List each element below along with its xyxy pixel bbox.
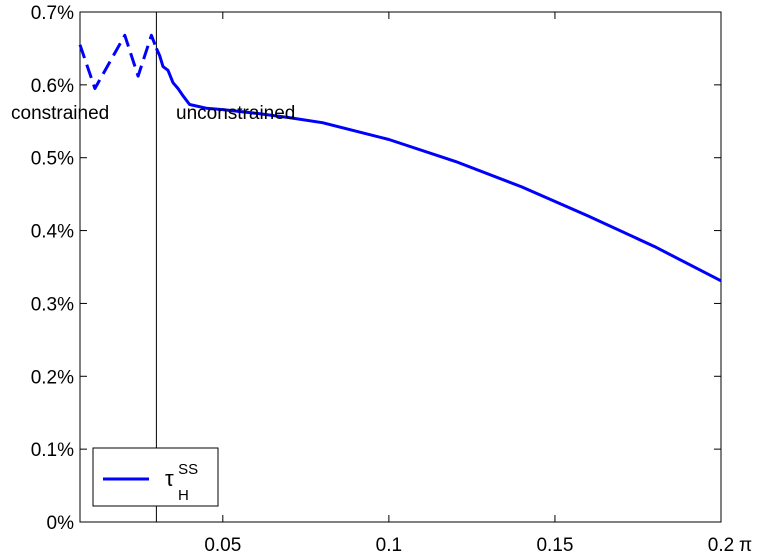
y-tick-label: 0.3% bbox=[31, 294, 74, 315]
y-tick-label: 0.6% bbox=[31, 76, 74, 97]
legend: τ SS H bbox=[92, 447, 219, 507]
legend-box bbox=[92, 447, 219, 507]
x-tick-label: 0.05 bbox=[204, 535, 241, 556]
axis-ticks bbox=[80, 11, 722, 523]
plot-area-box bbox=[79, 11, 722, 523]
y-tick-label: 0.2% bbox=[31, 367, 74, 388]
x-tick-label: 0.2 bbox=[708, 535, 734, 556]
legend-label-base: τ bbox=[165, 466, 174, 491]
x-tick-label: 0.1 bbox=[376, 535, 402, 556]
annotation-constrained: constrained bbox=[11, 103, 109, 124]
annotation-unconstrained: unconstrained bbox=[176, 103, 295, 124]
x-tick-label: 0.15 bbox=[536, 535, 573, 556]
x-axis-label: π bbox=[739, 535, 752, 556]
y-tick-label: 0% bbox=[47, 513, 75, 534]
svg-text:τ SS H: τ SS H bbox=[165, 461, 203, 504]
series-line-constrained bbox=[78, 33, 158, 90]
y-tick-label: 0.1% bbox=[31, 440, 74, 461]
series-line-unconstrained bbox=[155, 47, 722, 283]
y-tick-label: 0.4% bbox=[31, 222, 74, 243]
legend-label-sub: H bbox=[178, 487, 189, 504]
legend-label-sup: SS bbox=[178, 461, 198, 478]
series-group bbox=[78, 33, 722, 283]
axis-tick-labels: 0% 0.1% 0.2% 0.3% 0.4% 0.5% 0.6% 0.7% 0.05 0.1 0.1… bbox=[31, 3, 735, 556]
y-tick-label: 0.7% bbox=[31, 3, 74, 24]
y-tick-label: 0.5% bbox=[31, 149, 74, 170]
